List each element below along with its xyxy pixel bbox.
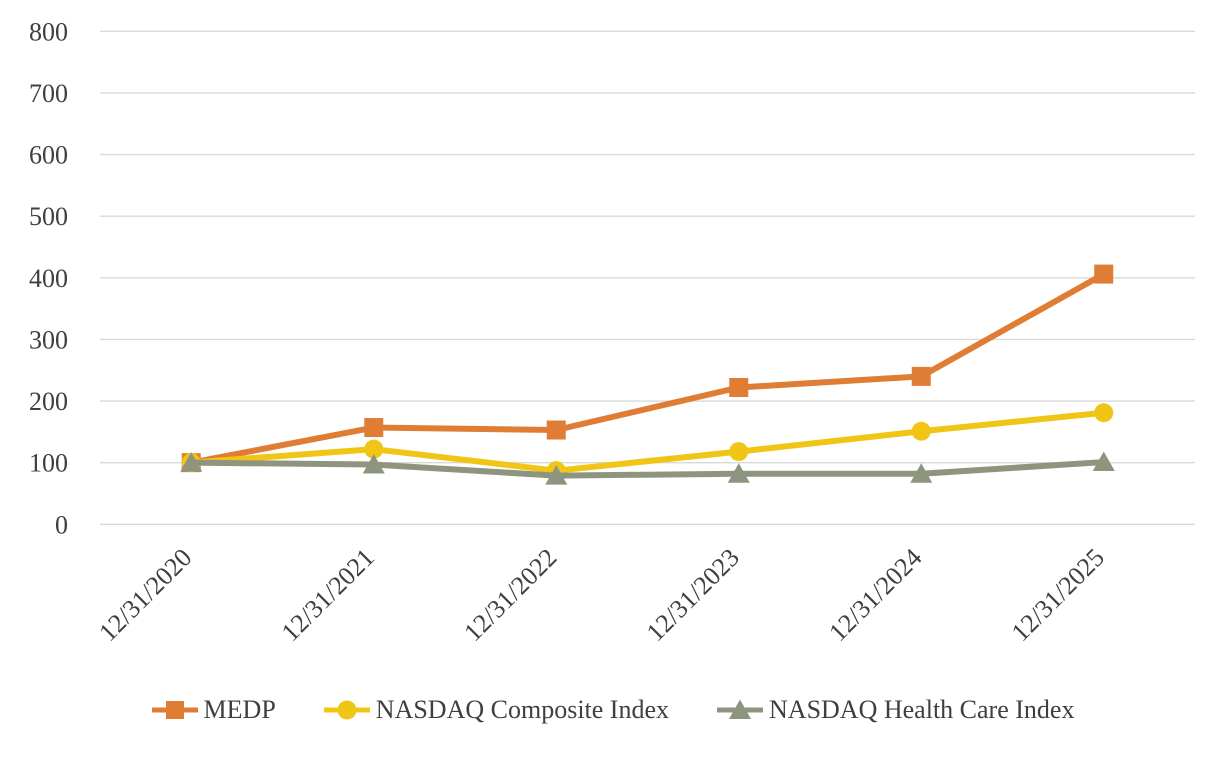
series-line	[190, 271, 1106, 466]
series-line	[191, 459, 1104, 479]
data-point-marker	[727, 463, 750, 483]
legend-item-nasdaq-health-care: NASDAQ Health Care Index	[717, 695, 1074, 725]
y-axis-tick-label: 300	[29, 325, 68, 354]
legend-marker-circle-icon	[323, 700, 370, 720]
data-point-marker	[546, 420, 566, 440]
legend-label-medp: MEDP	[203, 695, 276, 724]
series-nasdaq-health-care-index	[180, 451, 1115, 485]
x-axis-tick-label: 12/31/2024	[823, 543, 927, 647]
data-point-marker	[729, 377, 749, 397]
series-medp	[181, 264, 1114, 473]
data-point-marker	[545, 465, 568, 485]
y-axis-tick-label: 500	[29, 202, 68, 231]
x-axis-tick-label: 12/31/2022	[458, 543, 562, 647]
y-axis-tick-label: 100	[29, 449, 68, 478]
legend-marker-triangle-icon	[717, 699, 764, 719]
x-axis-tick-label: 12/31/2020	[93, 543, 197, 647]
data-point-marker	[180, 452, 203, 472]
data-point-marker	[364, 439, 384, 459]
chart-legend: MEDP NASDAQ Composite Index NASDAQ Healt…	[0, 688, 1226, 732]
legend-item-nasdaq-composite: NASDAQ Composite Index	[323, 695, 670, 725]
y-axis-tick-label: 200	[29, 387, 68, 416]
data-point-marker	[911, 366, 931, 386]
data-point-marker	[364, 418, 384, 438]
legend-marker-square-icon	[151, 701, 198, 719]
legend-item-medp: MEDP	[151, 695, 276, 725]
data-point-marker	[1094, 403, 1114, 423]
y-axis-tick-label: 700	[29, 79, 68, 108]
x-axis-tick-labels: 12/31/2020 12/31/2021 12/31/2022 12/31/2023…	[93, 543, 1110, 647]
data-point-marker	[1094, 264, 1114, 284]
y-axis-tick-label: 800	[29, 17, 68, 46]
y-axis-tick-label: 600	[29, 141, 68, 170]
series-line	[191, 409, 1105, 474]
legend-label-nasdaq-health-care: NASDAQ Health Care Index	[769, 695, 1075, 724]
y-axis-tick-labels: 0 100 200 300 400 500 600 700 800	[29, 17, 68, 539]
x-axis-tick-label: 12/31/2023	[641, 543, 745, 647]
data-point-marker	[729, 442, 749, 462]
x-axis-tick-label: 12/31/2021	[276, 543, 380, 647]
y-axis-tick-label: 0	[55, 510, 68, 539]
data-point-marker	[911, 421, 931, 441]
data-point-marker	[910, 463, 933, 483]
x-axis-tick-label: 12/31/2025	[1006, 543, 1110, 647]
data-point-marker	[1092, 451, 1115, 472]
data-point-marker	[362, 454, 385, 474]
legend-label-nasdaq-composite: NASDAQ Composite Index	[375, 695, 670, 724]
y-axis-tick-label: 400	[29, 264, 68, 293]
